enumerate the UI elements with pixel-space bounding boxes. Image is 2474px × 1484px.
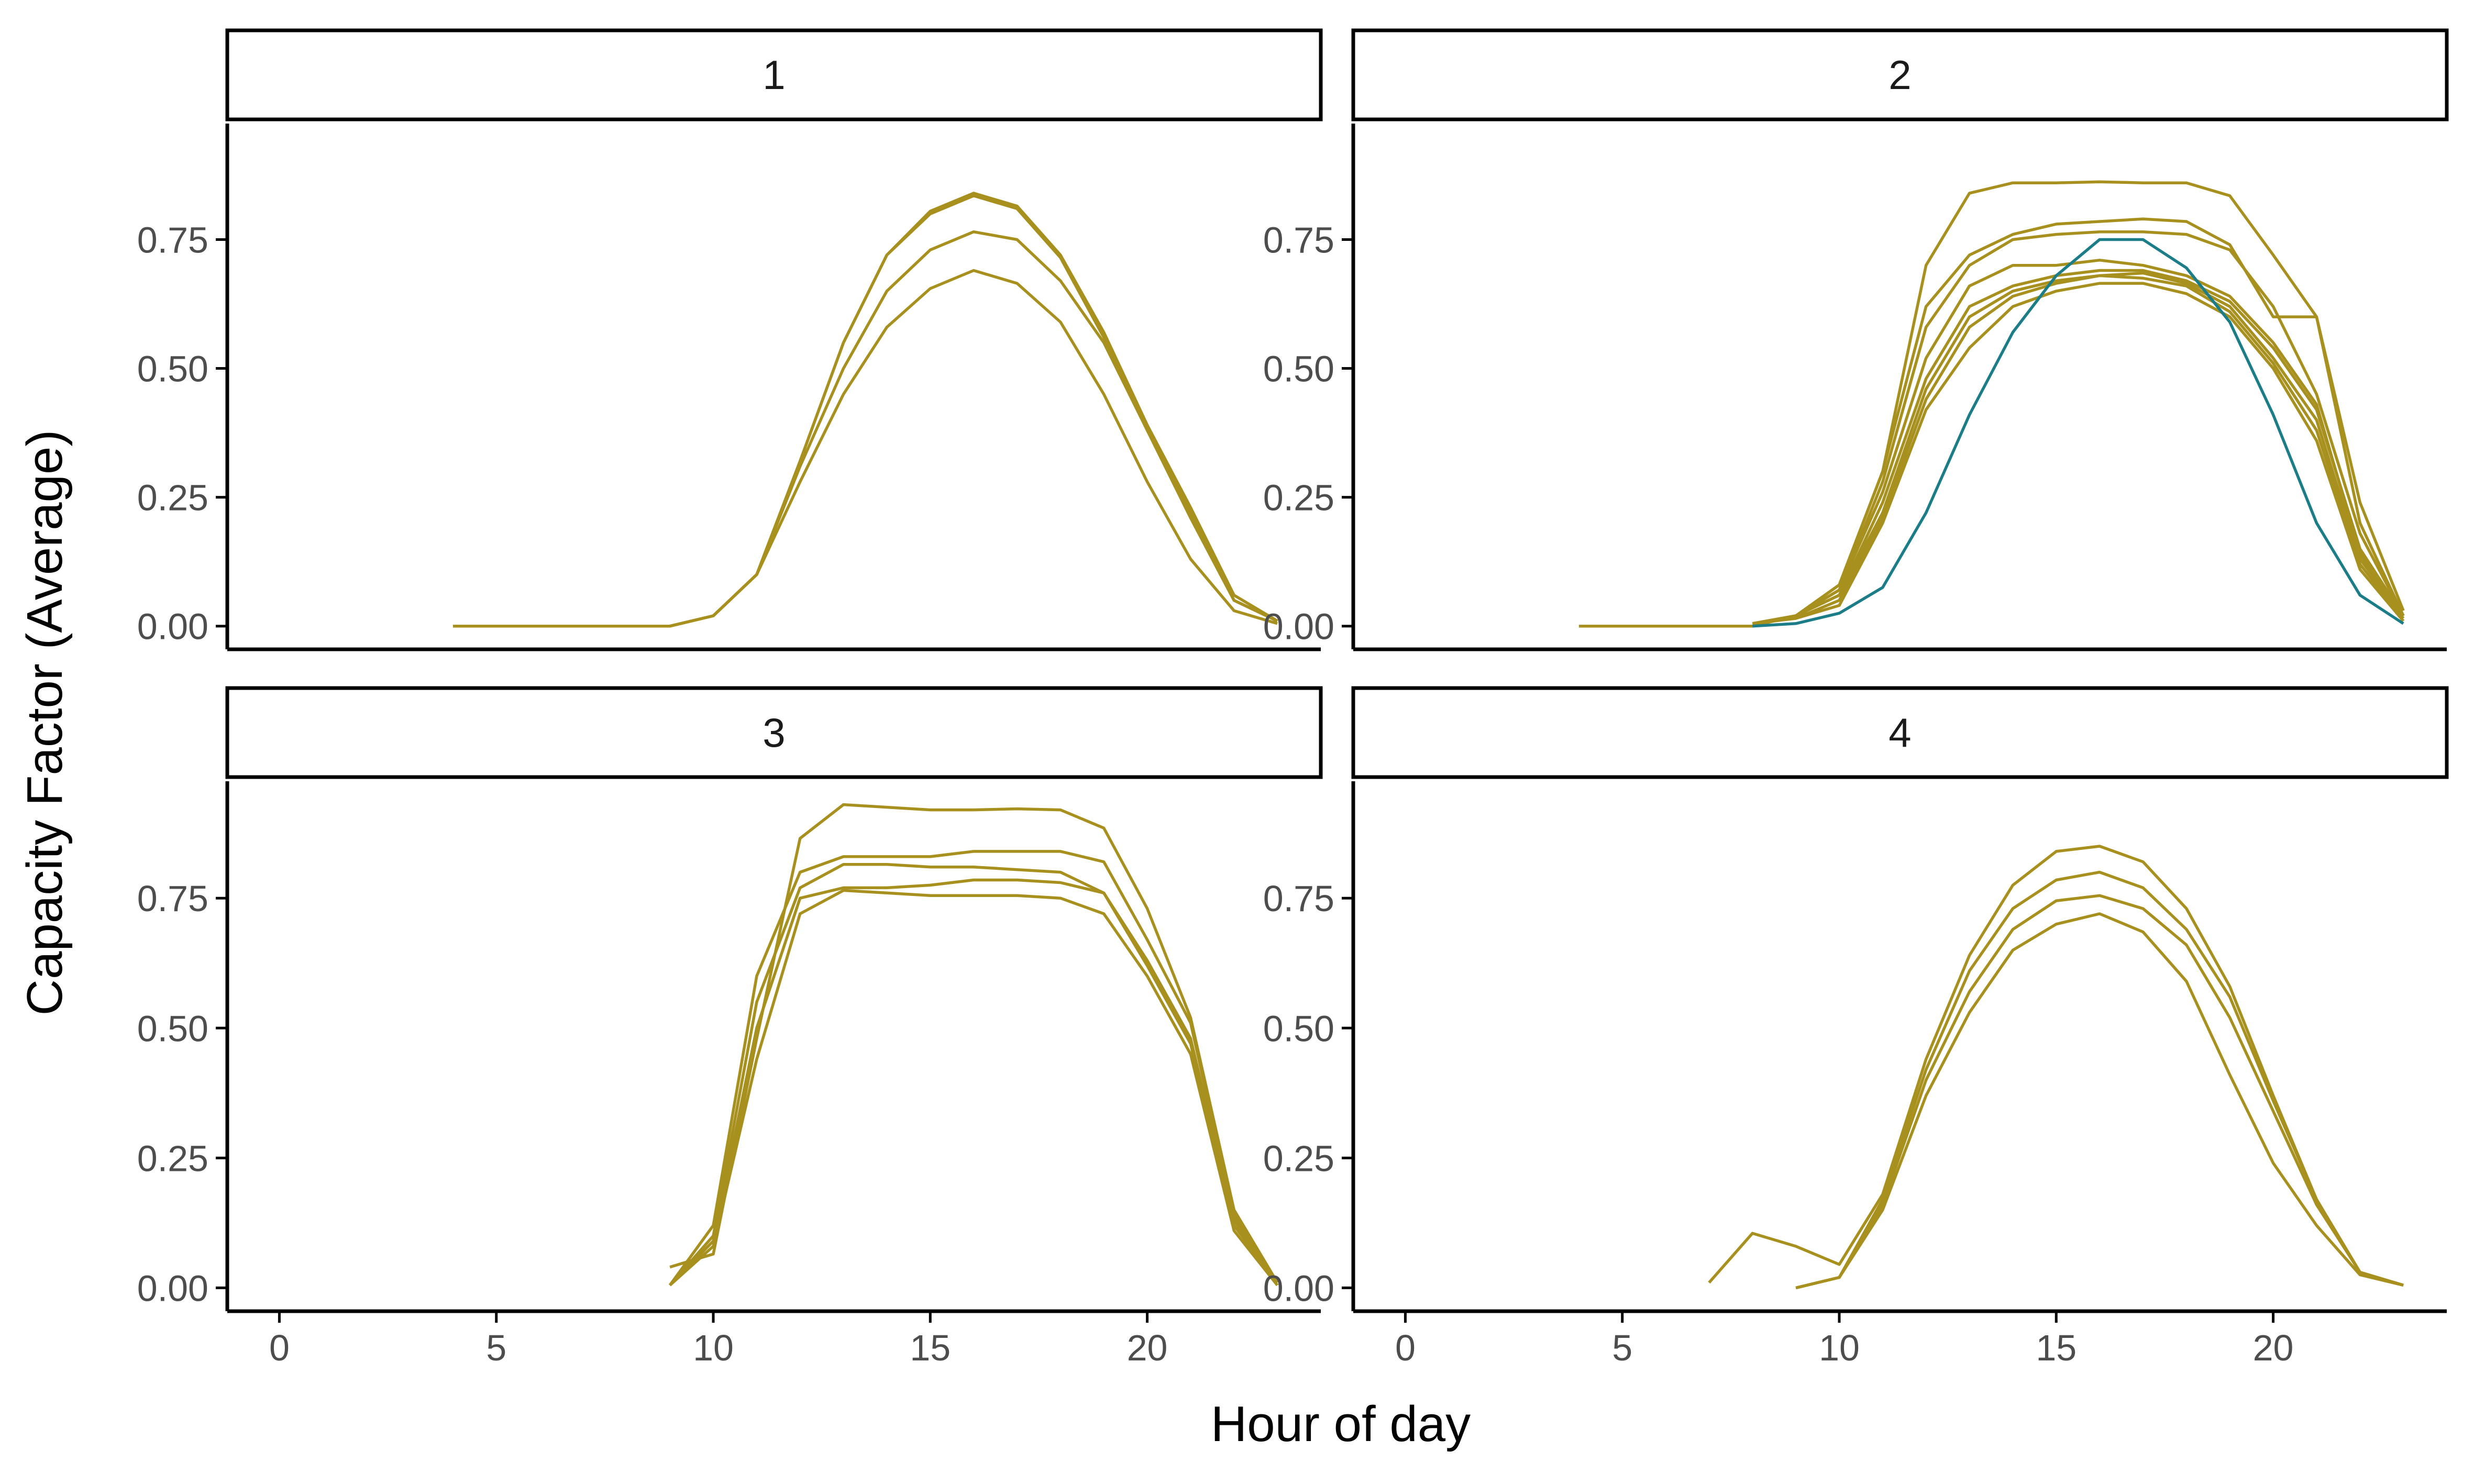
panel-4: 4 0.00 0.25 0.50 0.75 0 5 10 15 20	[1263, 686, 2449, 1368]
facet-strip-label: 2	[1888, 52, 1911, 98]
y-tick-label: 0.50	[1263, 1008, 1334, 1049]
series-line-3-4	[669, 878, 1279, 1287]
panel-2: 2 0.00 0.25 0.50 0.75	[1263, 28, 2449, 651]
y-tick-label: 0.75	[137, 878, 208, 919]
y-tick-label: 0.75	[137, 219, 208, 260]
y-tick-label: 0.00	[1263, 1268, 1334, 1309]
series-line-2-7	[1752, 274, 2405, 625]
series-line-2-4	[1752, 259, 2405, 625]
y-tick-label: 0.25	[137, 478, 208, 518]
series-line-3-5	[669, 889, 1279, 1287]
facet-strip-label: 3	[763, 710, 785, 756]
series-line-2-1	[1578, 180, 2405, 628]
panels: 1 0.00 0.25 0.50 0.75 2 0.00 0.25 0.50 0.75 3 0.00 0…	[137, 28, 2449, 1368]
facet-strip	[1351, 28, 2449, 121]
series-line-2-9	[1752, 238, 2404, 628]
x-axis-title: Hour of day	[1211, 1396, 1471, 1452]
y-tick-label: 0.00	[137, 1268, 208, 1309]
x-tick-label: 15	[910, 1327, 951, 1368]
series-line-4-1	[1708, 845, 2404, 1287]
x-tick-label: 5	[1612, 1327, 1632, 1368]
x-tick-label: 0	[1395, 1327, 1416, 1368]
x-tick-label: 20	[2253, 1327, 2294, 1368]
x-tick-label: 0	[269, 1327, 290, 1368]
series-line-3-3	[669, 862, 1279, 1287]
y-tick-label: 0.00	[137, 606, 208, 647]
panel-3: 3 0.00 0.25 0.50 0.75 0 5 10 15 20	[137, 686, 1323, 1368]
x-tick-label: 10	[1819, 1327, 1860, 1368]
series-line-2-8	[1752, 282, 2405, 625]
y-tick-label: 0.75	[1263, 219, 1334, 260]
series-line-3-1	[669, 803, 1279, 1283]
series-line-2-5	[1752, 269, 2405, 625]
y-tick-label: 0.50	[1263, 349, 1334, 390]
facet-strip	[225, 686, 1323, 779]
y-tick-label: 0.25	[1263, 478, 1334, 518]
y-tick-label: 0.50	[137, 349, 208, 390]
series-line-1-4	[669, 269, 1278, 628]
series-line-1-1	[452, 192, 1278, 628]
x-tick-label: 5	[486, 1327, 506, 1368]
series-line-4-2	[1795, 870, 2404, 1290]
y-axis-title: Capacity Factor (Average)	[17, 430, 73, 1016]
panel-1: 1 0.00 0.25 0.50 0.75	[137, 28, 1323, 651]
y-tick-label: 0.25	[1263, 1138, 1334, 1179]
series-line-2-3	[1752, 230, 2405, 625]
series-line-3-2	[668, 850, 1279, 1287]
facet-strip	[225, 28, 1323, 121]
series-line-1-3	[669, 230, 1278, 628]
facet-strip-label: 1	[763, 52, 785, 98]
series-line-4-4	[1795, 912, 2404, 1290]
facet-strip	[1351, 686, 2449, 779]
series-line-4-3	[1795, 894, 2404, 1290]
x-tick-label: 15	[2036, 1327, 2077, 1368]
x-tick-label: 10	[693, 1327, 734, 1368]
y-tick-label: 0.00	[1263, 606, 1334, 647]
y-tick-label: 0.75	[1263, 878, 1334, 919]
series-line-2-2	[1752, 217, 2405, 625]
y-tick-label: 0.25	[137, 1138, 208, 1179]
y-tick-label: 0.50	[137, 1008, 208, 1049]
x-tick-label: 20	[1127, 1327, 1168, 1368]
facet-strip-label: 4	[1888, 710, 1911, 756]
